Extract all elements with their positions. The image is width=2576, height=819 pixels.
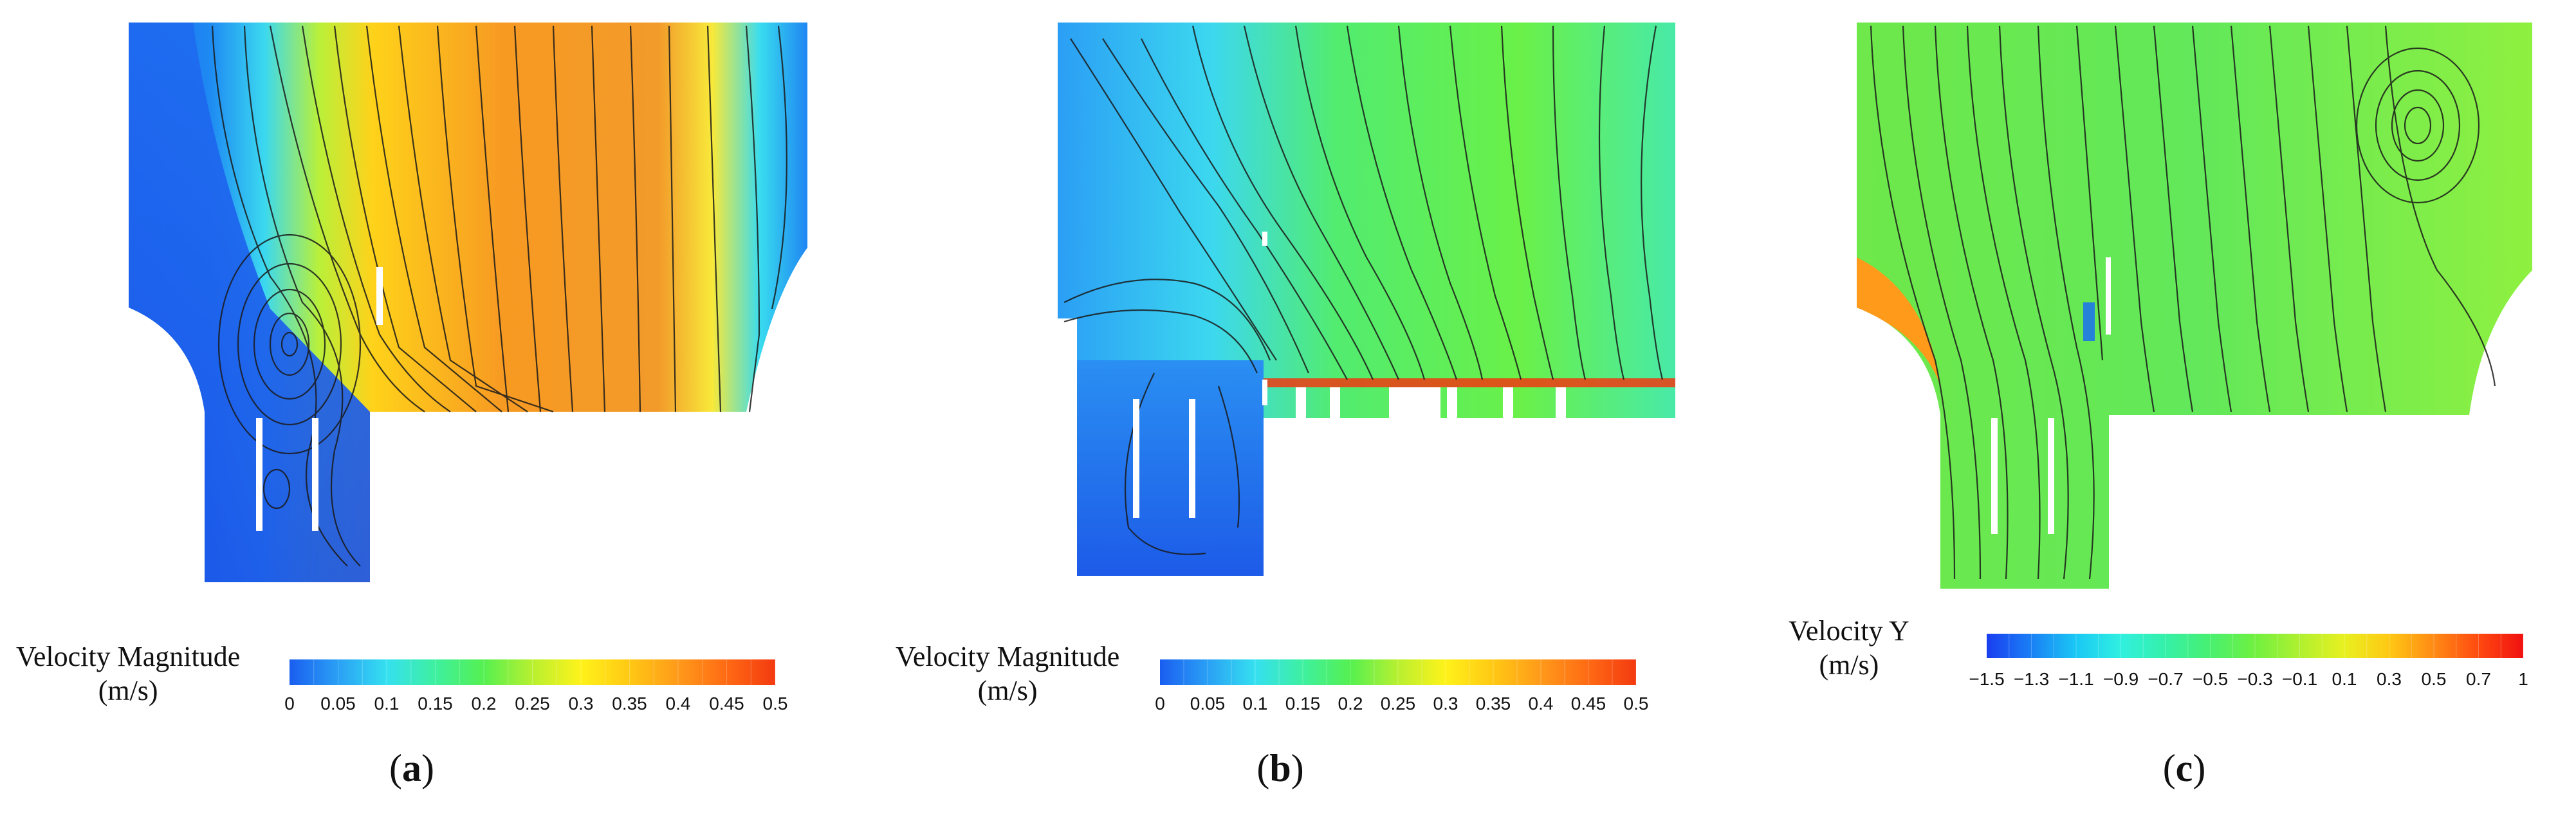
colorbar-tick-label: 0.2 [1338,694,1363,713]
colorbar-tick-label: 0.1 [1242,694,1268,713]
colorbar-tick-label: 0.4 [665,694,691,713]
colorbar-b-title-line1: Velocity Magnitude [896,641,1120,672]
caption-b-letter: b [1269,747,1291,789]
colorbar-a-title-line2: (m/s) [98,674,158,706]
colorbar-tick-label: 0.3 [568,694,594,713]
colorbar-a-title: Velocity Magnitude (m/s) [16,640,240,708]
colorbar-tick-label: −1.3 [2013,669,2050,689]
colorbar-tick-label: 0.2 [471,694,497,713]
colorbar-tick-label: 0.45 [1570,694,1606,713]
colorbar-tick-label: −0.1 [2281,669,2318,689]
panel-b [858,0,1716,598]
colorbar-tick-label: 0 [1155,694,1165,713]
caption-a-letter: a [402,747,421,789]
baffles-b [1133,232,1566,518]
flow-field-a [129,23,807,582]
domain-c [1857,23,2532,589]
colorbar-tick-label: −0.9 [2102,669,2139,689]
colorbar-tick-label: 0.5 [762,694,788,713]
caption-a: (a) [389,747,434,789]
colorbar-a-ticks: 0 0.05 0.1 0.15 0.2 0.25 0.3 0.35 0.4 0.45 0.5 [284,694,787,717]
streamlines-c [1870,25,2496,580]
colorbar-tick-label: 0.3 [2377,669,2402,689]
colorbar-c-title: Velocity Y (m/s) [1789,614,1909,683]
colorbar-tick-label: 0.35 [1475,694,1511,713]
colorbar-tick-label: 0.1 [374,694,400,713]
colorbar-tick-label: 0.05 [320,694,356,713]
colorbar-tick-label: 0.5 [2421,669,2447,689]
inlet-region-a [129,23,370,582]
colorbar-tick-label: 0.15 [1285,694,1321,713]
inlet-region-b [1077,360,1264,576]
colorbar-c-title-line1: Velocity Y [1789,615,1909,647]
caption-c: (c) [2162,747,2206,789]
colorbar-c-title-line2: (m/s) [1819,649,1879,681]
colorbar-b-title: Velocity Magnitude (m/s) [896,640,1119,708]
low-velocity-edge-c [1857,257,1940,386]
colorbar-tick-label: −0.7 [2148,669,2184,689]
colorbar-tick-label: 0.3 [1433,694,1458,713]
panel-a [0,0,858,598]
colorbar-tick-label: 0 [284,694,295,713]
colorbar-tick-label: 0.25 [1380,694,1416,713]
colorbar-b [1160,659,1636,685]
colorbar-c-ticks: −1.5 −1.3 −1.1 −0.9 −0.7 −0.5 −0.3 −0.1 0.1 0.3 0.… [1969,669,2528,692]
flow-field-b [1058,23,1675,576]
colorbar-b-ticks: 0 0.05 0.1 0.15 0.2 0.25 0.3 0.35 0.4 0.45 0.5 [1155,694,1648,717]
colorbar-tick-label: 0.1 [2332,669,2357,689]
baffles-c [1991,257,2111,534]
colorbar-tick-label: 0.4 [1528,694,1554,713]
colorbar-gradient [290,659,775,685]
colorbar-a [290,659,775,685]
colorbar-b-title-line2: (m/s) [977,674,1038,706]
colorbar-tick-label: −0.5 [2192,669,2229,689]
colorbar-gradient [1987,634,2523,658]
colorbar-tick-label: 0.7 [2466,669,2491,689]
colorbar-tick-label: 0.15 [418,694,453,713]
colorbar-tick-label: 0.45 [709,694,744,713]
colorbar-tick-label: 1 [2518,669,2528,689]
colorbar-tick-label: 0.35 [612,694,647,713]
colorbar-a-title-line1: Velocity Magnitude [16,641,241,672]
flow-field-c [1857,23,2532,589]
colorbar-tick-label: 0.5 [1623,694,1649,713]
panel-c [1716,0,2576,598]
caption-b: (b) [1256,747,1304,789]
colorbar-tick-label: −0.3 [2237,669,2273,689]
streamlines-a [211,25,787,567]
caption-c-letter: c [2175,747,2193,789]
colorbar-tick-label: −1.1 [2058,669,2094,689]
colorbar-tick-label: 0.05 [1190,694,1226,713]
colorbar-tick-label: 0.25 [515,694,550,713]
shear-region-c [2083,302,2095,341]
high-velocity-band-b [1264,378,1675,387]
colorbar-gradient [1160,659,1636,685]
colorbar-c [1987,634,2523,658]
colorbar-tick-label: −1.5 [1969,669,2005,689]
baffles-a [256,267,383,531]
